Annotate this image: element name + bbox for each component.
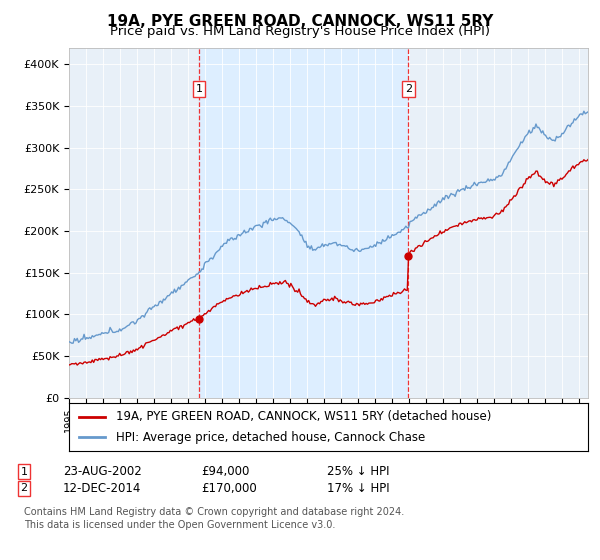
Text: 17% ↓ HPI: 17% ↓ HPI bbox=[327, 482, 389, 495]
Text: 12-DEC-2014: 12-DEC-2014 bbox=[63, 482, 142, 495]
Text: 19A, PYE GREEN ROAD, CANNOCK, WS11 5RY (detached house): 19A, PYE GREEN ROAD, CANNOCK, WS11 5RY (… bbox=[116, 410, 491, 423]
Text: 1: 1 bbox=[20, 466, 28, 477]
Text: 1: 1 bbox=[196, 84, 203, 94]
Text: 25% ↓ HPI: 25% ↓ HPI bbox=[327, 465, 389, 478]
Text: 2: 2 bbox=[405, 84, 412, 94]
Text: Price paid vs. HM Land Registry's House Price Index (HPI): Price paid vs. HM Land Registry's House … bbox=[110, 25, 490, 38]
Text: £170,000: £170,000 bbox=[201, 482, 257, 495]
Text: £94,000: £94,000 bbox=[201, 465, 250, 478]
Text: Contains HM Land Registry data © Crown copyright and database right 2024.: Contains HM Land Registry data © Crown c… bbox=[24, 507, 404, 517]
Text: 2: 2 bbox=[20, 483, 28, 493]
Text: HPI: Average price, detached house, Cannock Chase: HPI: Average price, detached house, Cann… bbox=[116, 431, 425, 444]
Text: 19A, PYE GREEN ROAD, CANNOCK, WS11 5RY: 19A, PYE GREEN ROAD, CANNOCK, WS11 5RY bbox=[107, 14, 493, 29]
Bar bbox=[199, 48, 409, 398]
Text: This data is licensed under the Open Government Licence v3.0.: This data is licensed under the Open Gov… bbox=[24, 520, 335, 530]
Text: 23-AUG-2002: 23-AUG-2002 bbox=[63, 465, 142, 478]
